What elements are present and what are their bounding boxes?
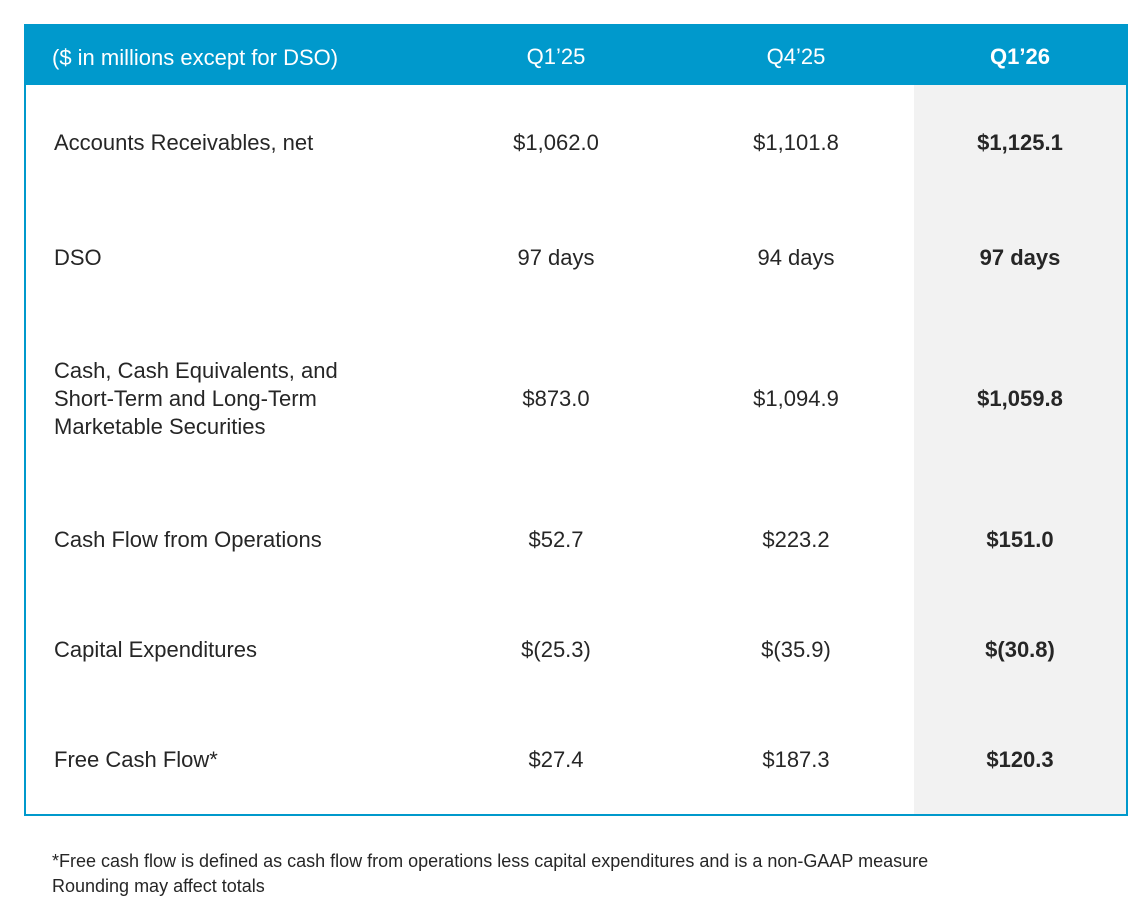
cell-ar-q1-26: $1,125.1 xyxy=(977,130,1063,155)
row-label-cash-securities: Cash, Cash Equivalents, and Short-Term a… xyxy=(54,358,338,439)
header-col-q4-25: Q4’25 xyxy=(766,44,826,69)
cell-cfo-q4-25: $223.2 xyxy=(762,527,830,552)
row-label-dso: DSO xyxy=(54,245,102,270)
row-label-capital-expenditures: Capital Expenditures xyxy=(54,637,258,662)
cell-capex-q4-25: $(35.9) xyxy=(761,637,831,662)
table-header-row: ($ in millions except for DSO) Q1’25 Q4’… xyxy=(26,26,1126,85)
cell-ar-q4-25: $1,101.8 xyxy=(753,130,839,155)
cell-dso-q1-25: 97 days xyxy=(517,245,595,270)
cell-ar-q1-25: $1,062.0 xyxy=(513,130,599,155)
header-col-q1-25: Q1’25 xyxy=(526,44,586,69)
header-col-q1-26: Q1’26 xyxy=(990,44,1050,69)
cell-cfo-q1-26: $151.0 xyxy=(986,527,1054,552)
row-label-free-cash-flow: Free Cash Flow* xyxy=(54,747,218,772)
footnote-fcf-definition: *Free cash flow is defined as cash flow … xyxy=(52,851,929,871)
cell-fcf-q4-25: $187.3 xyxy=(762,747,830,772)
cell-cash-q1-25: $873.0 xyxy=(522,386,590,411)
cell-cash-q4-25: $1,094.9 xyxy=(753,386,839,411)
row-label-accounts-receivables: Accounts Receivables, net xyxy=(54,130,314,155)
cell-fcf-q1-25: $27.4 xyxy=(528,747,584,772)
financial-table: ($ in millions except for DSO) Q1’25 Q4’… xyxy=(24,24,1128,816)
cell-dso-q4-25: 94 days xyxy=(757,245,835,270)
current-quarter-highlight xyxy=(914,85,1126,814)
cell-cash-q1-26: $1,059.8 xyxy=(977,386,1063,411)
cell-capex-q1-26: $(30.8) xyxy=(985,637,1055,662)
cell-capex-q1-25: $(25.3) xyxy=(521,637,591,662)
footnote-rounding: Rounding may affect totals xyxy=(52,876,265,896)
header-units-label: ($ in millions except for DSO) xyxy=(52,45,339,70)
footnote: *Free cash flow is defined as cash flow … xyxy=(52,849,928,899)
row-label-cash-flow-operations: Cash Flow from Operations xyxy=(54,527,322,552)
cell-fcf-q1-26: $120.3 xyxy=(986,747,1054,772)
cell-cfo-q1-25: $52.7 xyxy=(528,527,584,552)
cell-dso-q1-26: 97 days xyxy=(979,245,1061,270)
